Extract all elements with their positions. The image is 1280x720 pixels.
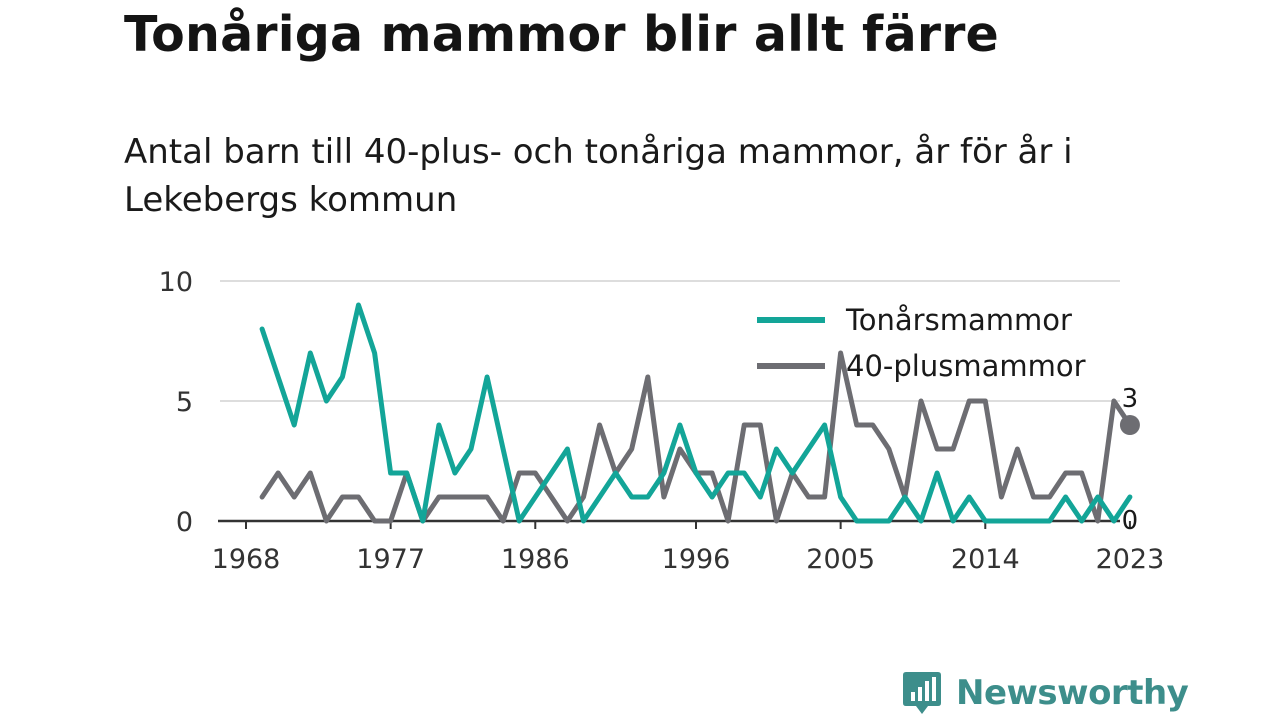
brand-logo: Newsworthy — [902, 670, 1189, 716]
x-tick-label: 1968 — [212, 544, 281, 575]
newsworthy-logo-icon — [903, 672, 941, 714]
end-label-tonarsmammor: 0 — [1122, 506, 1139, 536]
x-tick-label: 2023 — [1096, 544, 1165, 575]
legend-label: 40-plusmammor — [846, 349, 1086, 383]
x-tick-label: 2014 — [951, 544, 1020, 575]
end-label-40-plusmammor: 3 — [1122, 384, 1139, 414]
end-marker-40-plusmammor — [1119, 415, 1140, 435]
y-tick-label: 0 — [176, 507, 193, 538]
brand-name: Newsworthy — [956, 673, 1189, 713]
y-tick-label: 5 — [176, 387, 193, 418]
x-tick-label: 1996 — [662, 544, 731, 575]
x-tick-label: 2005 — [806, 544, 875, 575]
x-tick-label: 1986 — [501, 544, 570, 575]
legend-label: Tonårsmammor — [845, 303, 1072, 337]
chart-subtitle: Antal barn till 40-plus- och tonåriga ma… — [124, 132, 1073, 220]
chart-title: Tonåriga mammor blir allt färre — [124, 6, 999, 63]
x-tick-label: 1977 — [356, 544, 425, 575]
y-tick-label: 10 — [159, 267, 193, 298]
